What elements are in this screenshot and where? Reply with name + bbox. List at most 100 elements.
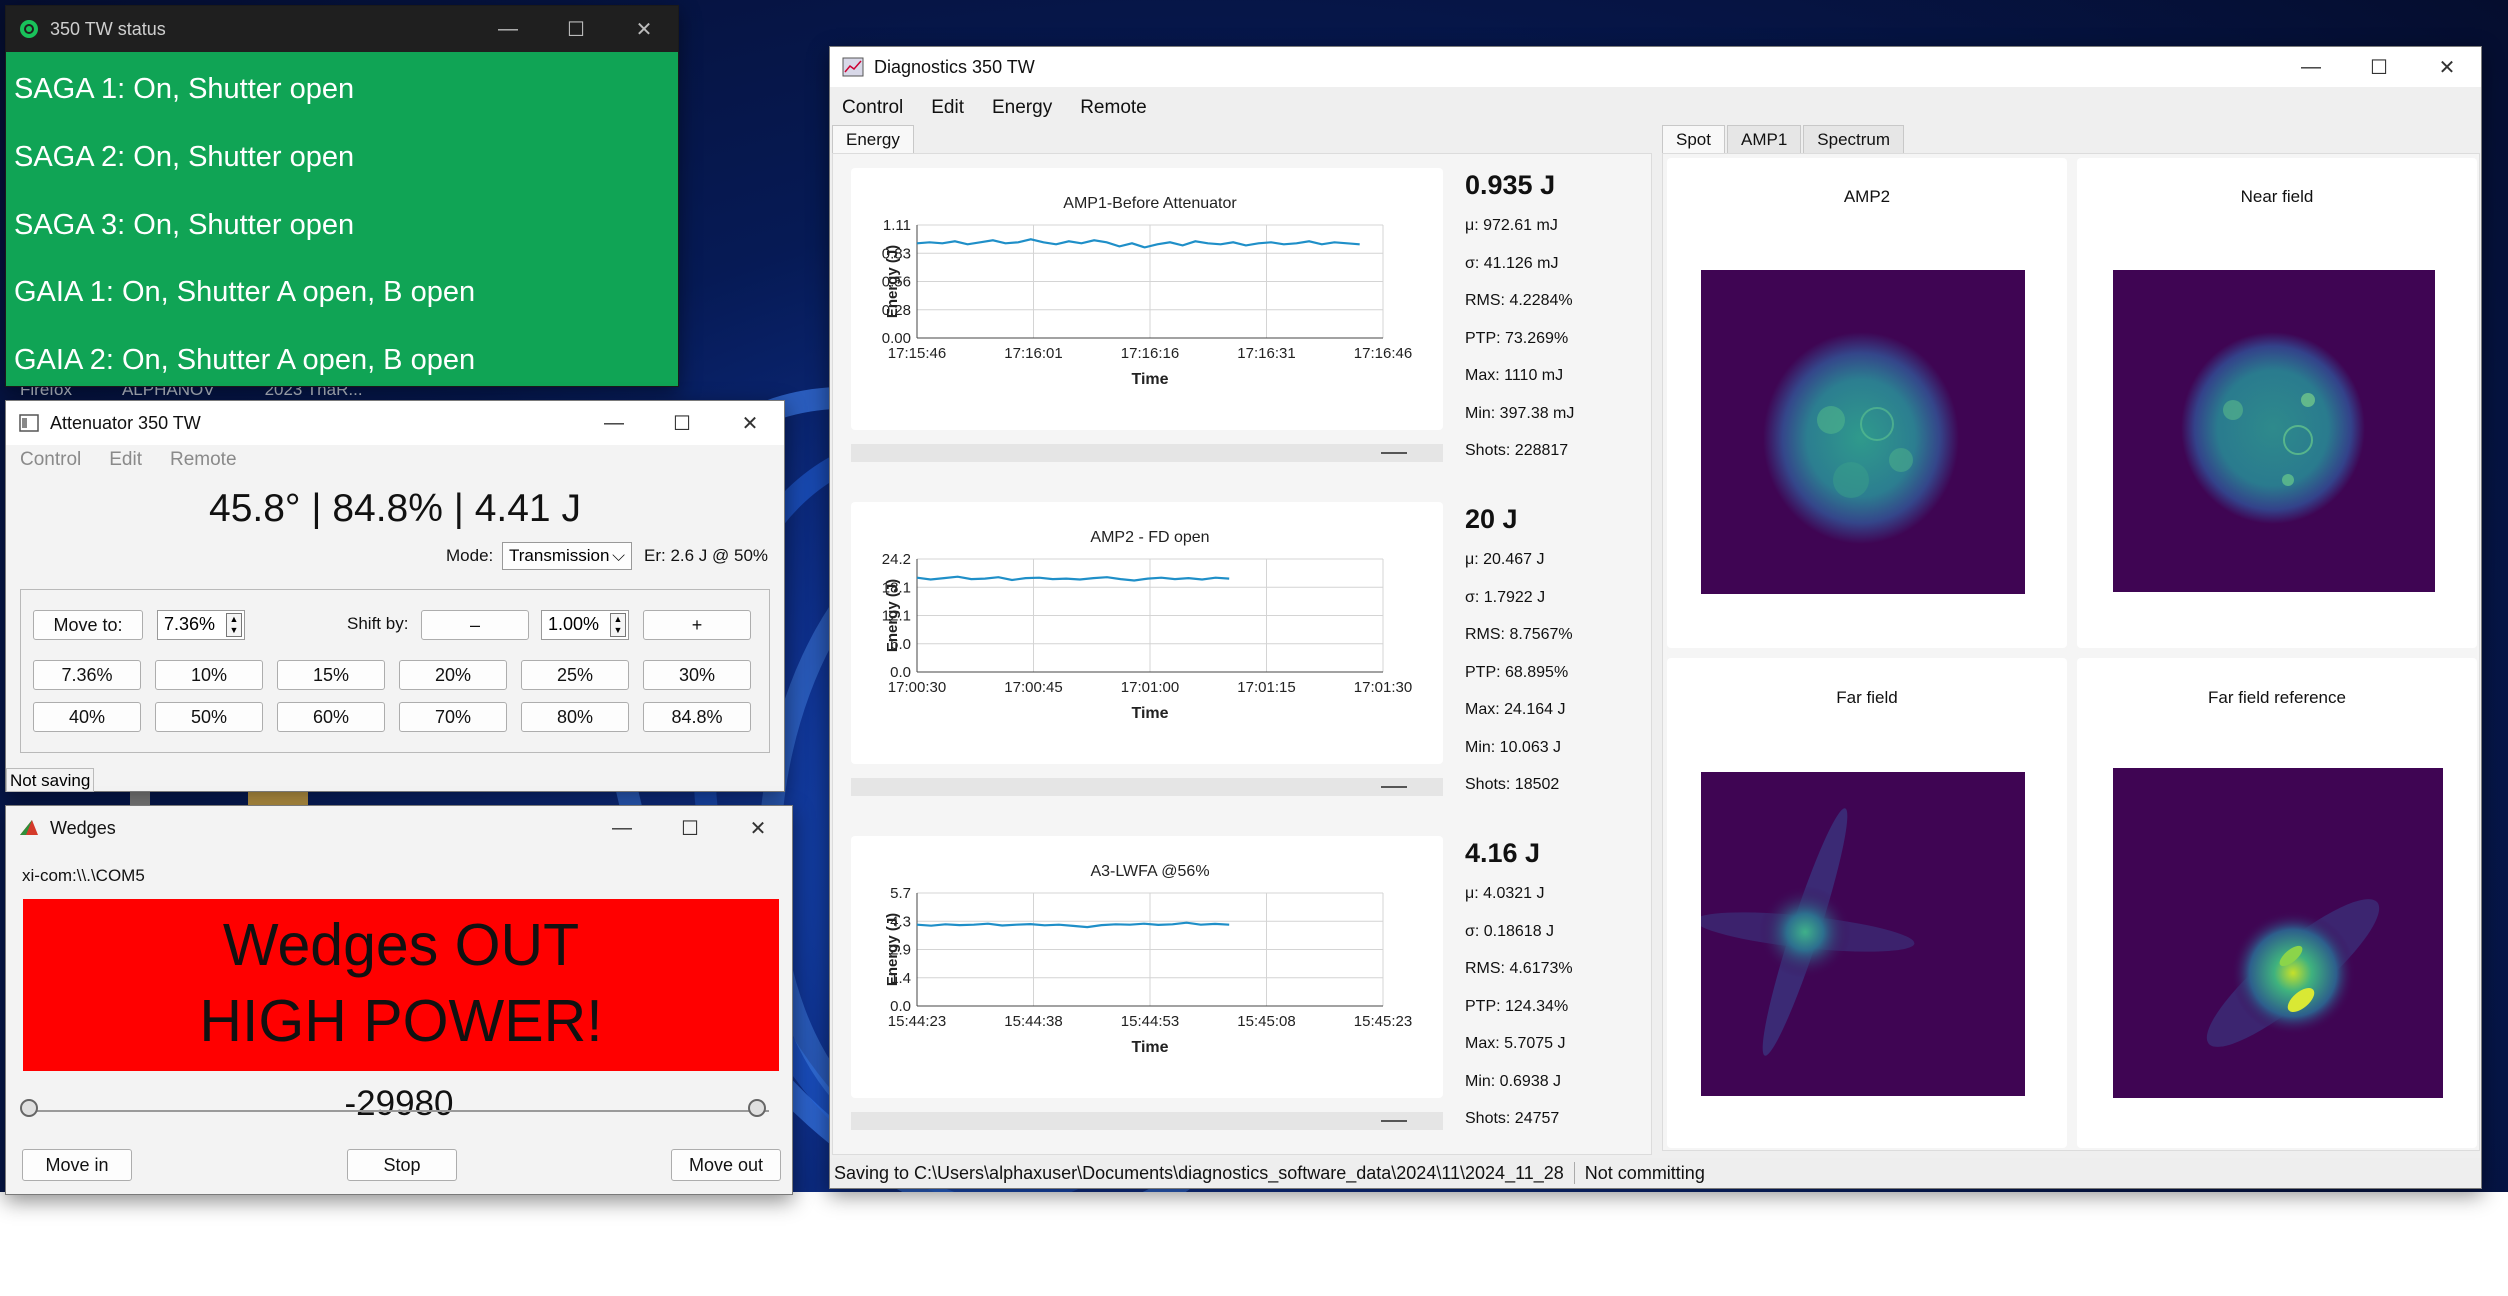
menu-control[interactable]: Control: [842, 97, 904, 118]
y-tick-label: 4.3: [890, 913, 911, 930]
preset-button[interactable]: 30%: [643, 660, 751, 690]
shift-minus-button[interactable]: –: [421, 610, 529, 640]
maximize-icon[interactable]: ☐: [567, 18, 585, 41]
energy-chart: AMP2 - FD open 24.2 18.1 12.1 6.0 0.017:00:30…: [882, 529, 1412, 722]
preset-button[interactable]: 84.8%: [643, 702, 751, 732]
diagnostics-menubar: Control Edit Energy Remote: [828, 97, 2481, 119]
wedges-warning-banner: Wedges OUT HIGH POWER!: [23, 899, 779, 1071]
status-titlebar[interactable]: 350 TW status — ☐ ✕: [6, 6, 678, 52]
chart-scroll-handle[interactable]: [851, 778, 1443, 796]
minimize-icon[interactable]: —: [2301, 55, 2321, 78]
image-title-far-field: Far field: [1836, 688, 1898, 707]
energy-chart-card: AMP1-Before Attenuator 1.11 0.83 0.56 0.28 0.…: [851, 168, 1443, 430]
menu-edit[interactable]: Edit: [109, 449, 142, 470]
close-icon[interactable]: ✕: [2438, 56, 2456, 79]
x-tick-label: 17:00:45: [1004, 679, 1062, 696]
wedge-slider-track[interactable]: [29, 1110, 769, 1112]
preset-button[interactable]: 60%: [277, 702, 385, 732]
move-out-button[interactable]: Move out: [671, 1149, 781, 1181]
wedge-position: -29980: [344, 1084, 454, 1123]
commit-status: Not committing: [1584, 1162, 1705, 1183]
stat-mean: μ: 20.467 J: [1465, 551, 1545, 568]
slider-right-knob[interactable]: [748, 1099, 766, 1117]
chart-scroll-handle[interactable]: [851, 1112, 1443, 1130]
maximize-icon[interactable]: ☐: [673, 412, 691, 435]
menu-remote[interactable]: Remote: [1080, 97, 1147, 118]
energy-value: 20 J: [1465, 504, 1518, 534]
preset-button[interactable]: 10%: [155, 660, 263, 690]
energy-chart-card: AMP2 - FD open 24.2 18.1 12.1 6.0 0.0 17:00:30…: [851, 502, 1443, 764]
shift-by-label: Shift by:: [347, 614, 409, 633]
close-icon[interactable]: ✕: [741, 412, 759, 435]
move-to-button[interactable]: Move to:: [33, 610, 143, 640]
spot-tabbar: Spot AMP1 Spectrum: [1662, 125, 1906, 154]
preset-button[interactable]: 50%: [155, 702, 263, 732]
close-icon[interactable]: ✕: [635, 18, 653, 41]
stat-min: Min: 10.063 J: [1465, 738, 1562, 756]
diagnostics-statusbar: Saving to C:\Users\alphaxuser\Documents\…: [830, 1158, 2481, 1188]
move-to-spinbox[interactable]: 7.36% ▲ ▼: [157, 610, 245, 640]
maximize-icon[interactable]: ☐: [681, 817, 699, 840]
window-app-icon: [19, 414, 39, 432]
chart-scroll-handle[interactable]: [851, 444, 1443, 462]
diagnostics-titlebar[interactable]: Diagnostics 350 TW — ☐ ✕: [830, 47, 2481, 87]
preset-button[interactable]: 15%: [277, 660, 385, 690]
image-title-amp2: AMP2: [1843, 187, 1891, 206]
stat-shots: Shots: 18502: [1465, 776, 1560, 793]
preset-button[interactable]: 25%: [521, 660, 629, 690]
tab-amp1[interactable]: AMP1: [1726, 125, 1802, 154]
y-tick-label: 0.28: [882, 302, 911, 319]
shift-by-spinbox[interactable]: 1.00% ▲ ▼: [541, 610, 629, 640]
menu-remote[interactable]: Remote: [170, 449, 237, 470]
energy-chart: A3-LWFA @56% 5.7 4.3 2.9 1.4 0.015:44:23 15:44…: [884, 863, 1412, 1056]
preset-button[interactable]: 80%: [521, 702, 629, 732]
attenuator-readout: 45.8° | 84.8% | 4.41 J: [209, 487, 581, 530]
chart-title: AMP2 - FD open: [1090, 529, 1209, 546]
tab-energy[interactable]: Energy: [832, 125, 914, 154]
menu-edit[interactable]: Edit: [931, 97, 964, 118]
stat-mean: μ: 972.61 mJ: [1465, 217, 1558, 234]
shift-plus-button[interactable]: +: [643, 610, 751, 640]
energy-tabbar: Energy: [832, 125, 916, 154]
x-tick-label: 15:44:38: [1004, 1013, 1062, 1030]
stop-button[interactable]: Stop: [347, 1149, 457, 1181]
beam-profile-graphic: [1763, 332, 1959, 544]
move-in-button[interactable]: Move in: [22, 1149, 132, 1181]
minimize-icon[interactable]: —: [604, 411, 624, 434]
x-tick-label: 17:15:46: [888, 345, 946, 362]
x-tick-label: 17:16:16: [1121, 345, 1179, 362]
preset-button[interactable]: 40%: [33, 702, 141, 732]
window-title: Wedges: [50, 817, 116, 838]
x-axis-label: Time: [1131, 371, 1168, 388]
er-label: Er: 2.6 J @ 50%: [644, 546, 769, 565]
spin-arrows-icon[interactable]: ▲ ▼: [226, 613, 242, 637]
preset-button[interactable]: 7.36%: [33, 660, 141, 690]
energy-panel: AMP1-Before Attenuator 1.11 0.83 0.56 0.28 0.…: [832, 153, 1652, 1155]
shift-by-value: 1.00%: [548, 614, 600, 634]
status-line: SAGA 3: On, Shutter open: [14, 209, 355, 241]
spin-arrows-icon[interactable]: ▲ ▼: [610, 613, 626, 637]
mode-label: Mode:: [446, 546, 494, 565]
preset-button[interactable]: 70%: [399, 702, 507, 732]
maximize-icon[interactable]: ☐: [2370, 56, 2388, 79]
attenuator-window: Attenuator 350 TW — ☐ ✕ Control Edit Rem…: [5, 400, 785, 792]
menu-energy[interactable]: Energy: [992, 97, 1053, 118]
slider-left-knob[interactable]: [20, 1099, 38, 1117]
wedges-titlebar[interactable]: Wedges — ☐ ✕: [6, 806, 792, 850]
mode-select[interactable]: Transmission ⌵: [502, 542, 632, 570]
y-axis-label: Energy (J): [884, 245, 901, 318]
minimize-icon[interactable]: —: [612, 816, 632, 839]
close-icon[interactable]: ✕: [749, 817, 767, 840]
tab-spot[interactable]: Spot: [1662, 125, 1725, 154]
y-tick-label: 0.56: [882, 274, 911, 291]
stat-ptp: PTP: 73.269%: [1465, 329, 1569, 347]
menu-control[interactable]: Control: [20, 449, 82, 470]
status-line: GAIA 1: On, Shutter A open, B open: [14, 276, 476, 308]
attenuator-titlebar[interactable]: Attenuator 350 TW — ☐ ✕: [6, 401, 784, 445]
status-line: SAGA 2: On, Shutter open: [14, 141, 355, 173]
preset-button[interactable]: 20%: [399, 660, 507, 690]
window-title: Diagnostics 350 TW: [874, 56, 1035, 77]
tab-spectrum[interactable]: Spectrum: [1803, 125, 1905, 154]
series-line: [916, 921, 1230, 929]
minimize-icon[interactable]: —: [498, 17, 518, 40]
